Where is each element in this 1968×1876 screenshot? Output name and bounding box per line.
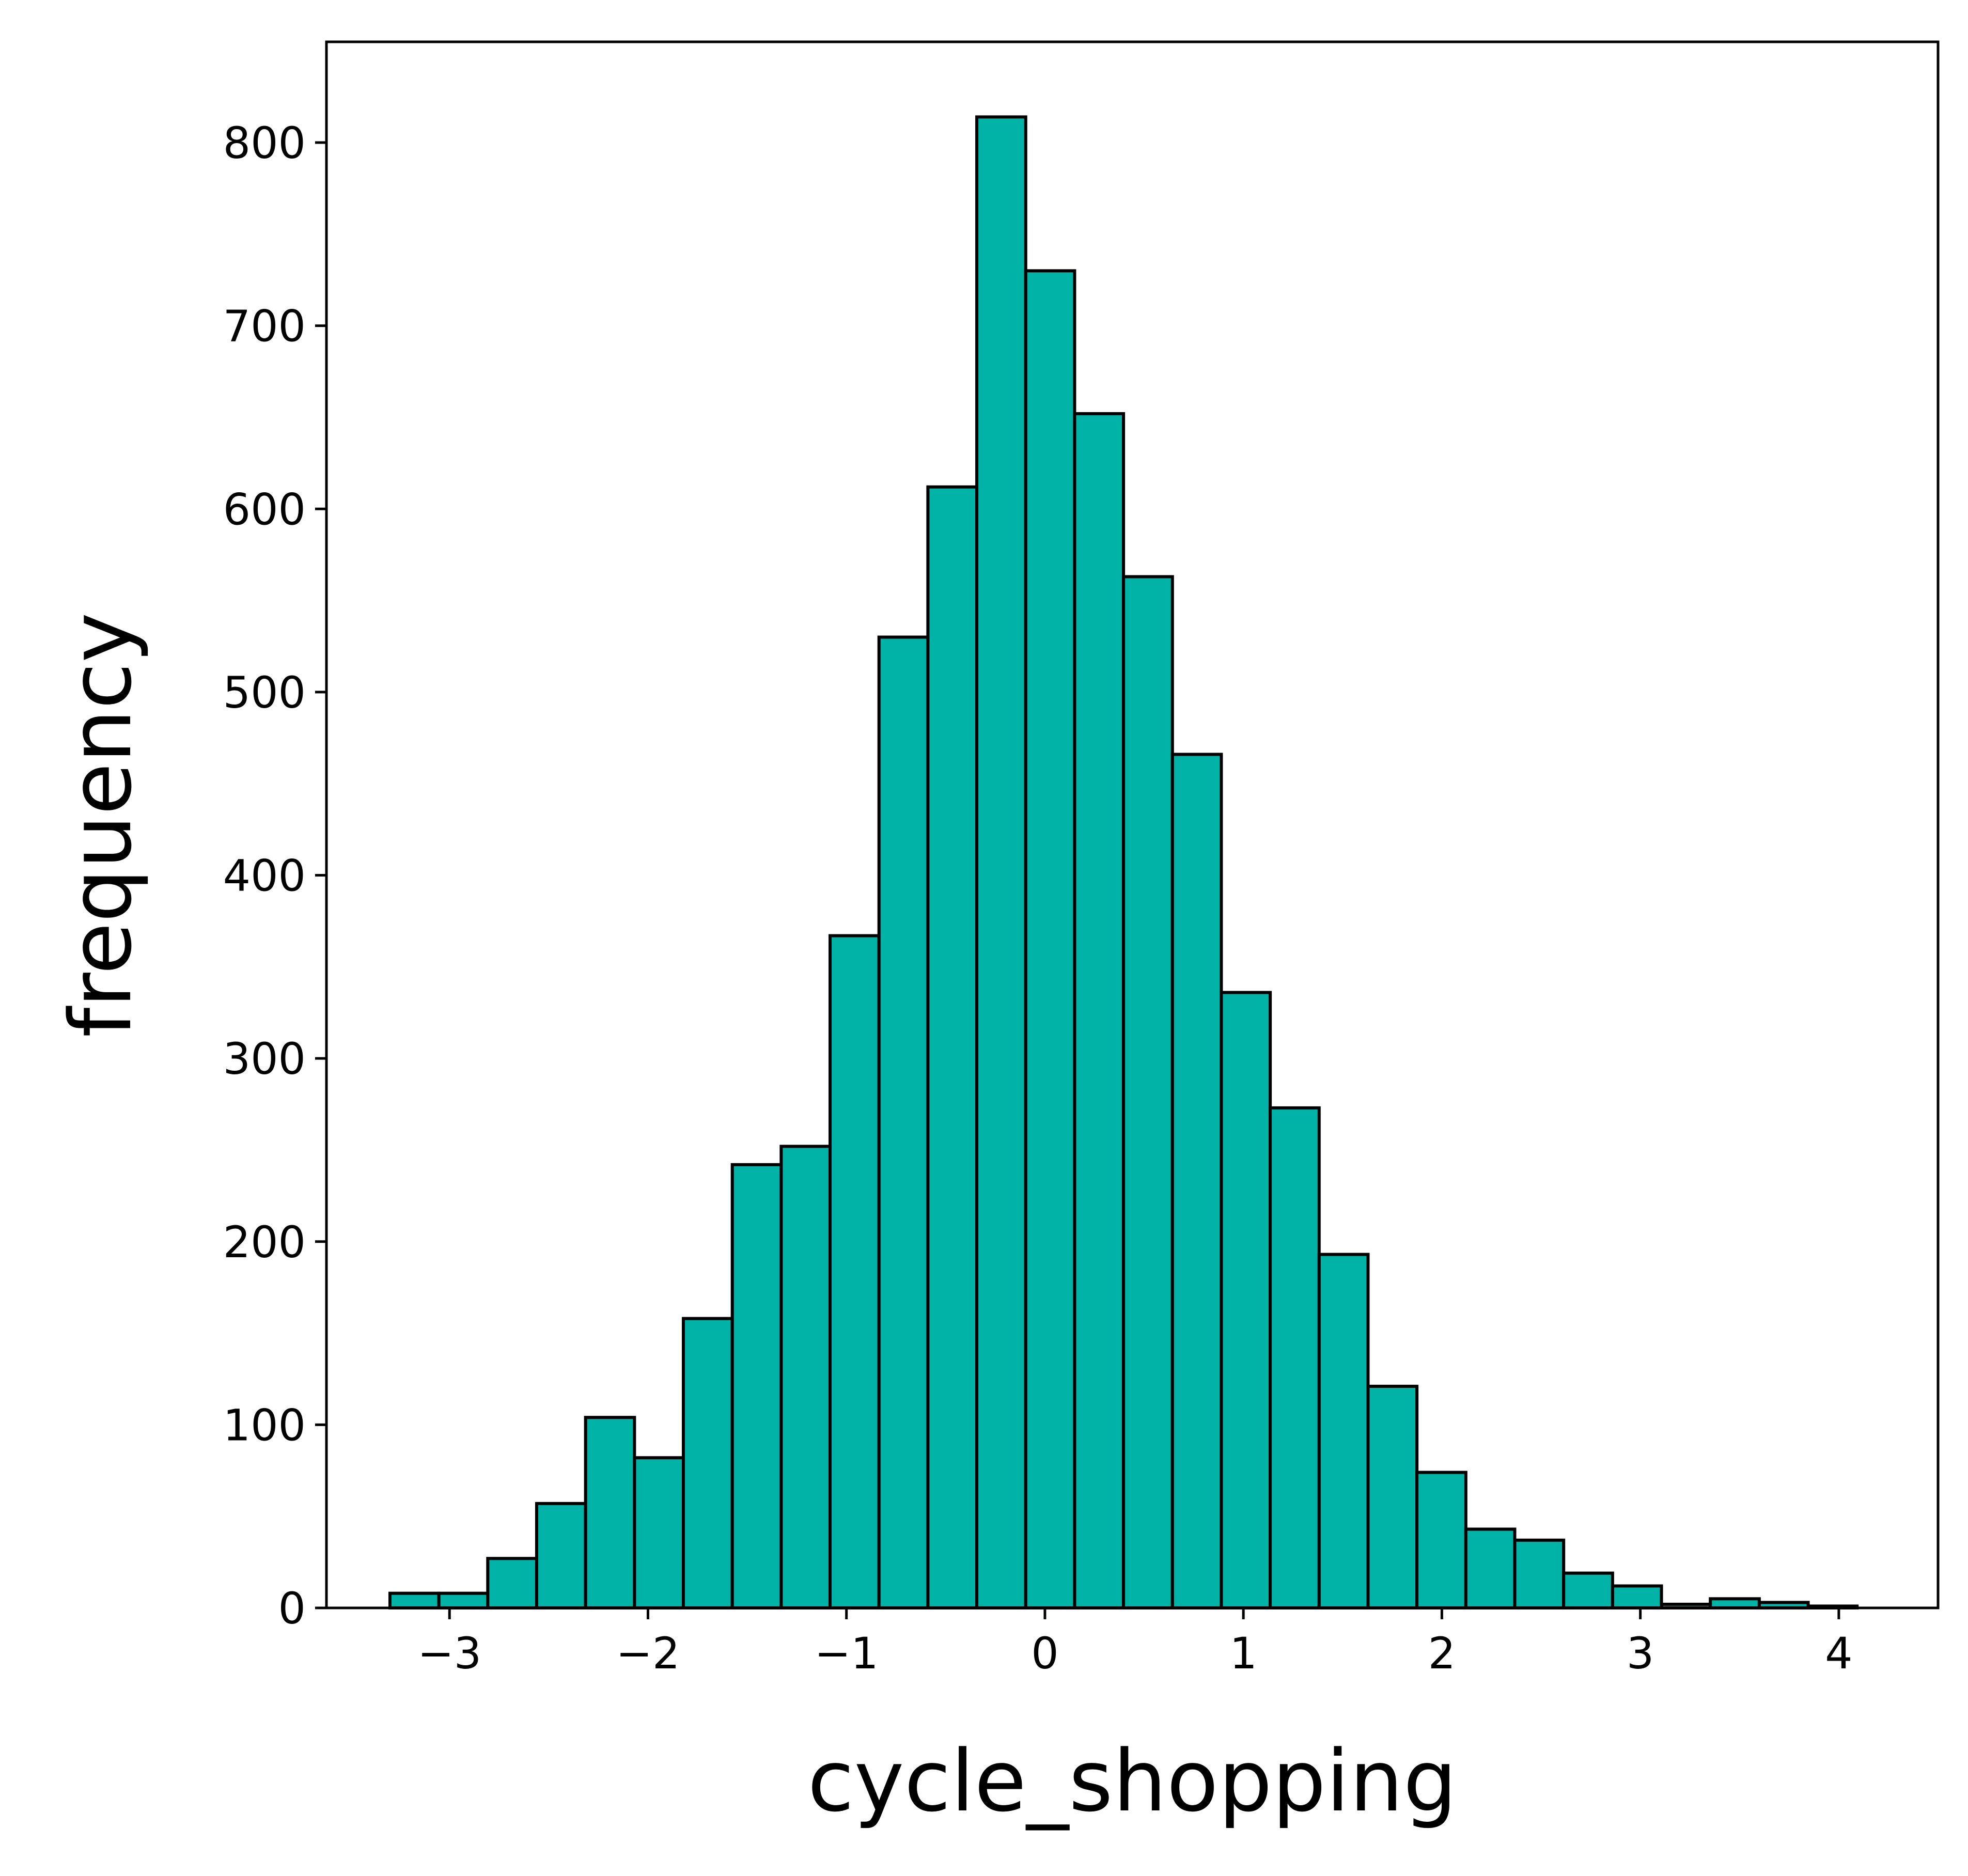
histogram-bar [486,1557,538,1610]
histogram-bar [1611,1584,1663,1609]
y-tick-label: 0 [278,1583,306,1634]
histogram-bar [1024,269,1076,1609]
histogram-bar [975,115,1027,1610]
x-tick-label: −2 [616,1628,680,1679]
x-tick-label: 3 [1627,1628,1654,1679]
histogram-bar [1317,1253,1370,1610]
histogram-bar [535,1502,587,1610]
y-tick-label: 600 [223,484,306,535]
histogram-bar [779,1145,832,1609]
x-axis-label: cycle_shopping [807,1732,1457,1831]
histogram-bar [1513,1538,1566,1609]
y-tick-label: 500 [223,667,306,718]
y-tick-label: 800 [223,118,306,168]
x-tick-label: 2 [1428,1628,1456,1679]
histogram-bar [1122,575,1174,1609]
y-tick-label: 200 [223,1217,306,1268]
histogram-bar [1220,991,1272,1609]
histogram-bar [1709,1597,1761,1610]
plot-frame [325,40,1940,1609]
histogram-bar [682,1317,734,1610]
y-tick-label: 400 [223,851,306,901]
histogram-bar [584,1416,636,1609]
x-tick-label: −3 [417,1628,481,1679]
x-tick-label: 1 [1229,1628,1257,1679]
x-tick-label: −1 [815,1628,879,1679]
histogram-bar [388,1591,441,1609]
histogram-bar [1269,1106,1321,1609]
histogram-bar [1073,412,1126,1609]
x-tick-label: 4 [1825,1628,1852,1679]
histogram-bar [926,485,979,1609]
histogram-bar [829,934,881,1609]
y-axis-ticks: 0 100 200 300 400 500 600 700 800 [223,118,326,1634]
y-tick-label: 700 [223,301,306,352]
y-axis-label: frequency [52,613,150,1038]
histogram-bar [1366,1384,1419,1609]
histogram-bar [1170,753,1223,1609]
bars-group [388,115,1859,1610]
histogram-bar [437,1591,490,1609]
y-tick-label: 300 [223,1034,306,1084]
histogram-bar [730,1163,783,1609]
histogram-bar [633,1456,685,1609]
histogram-bar [1415,1471,1467,1609]
histogram-bar [1562,1571,1614,1610]
x-axis-ticks: −3 −2 −1 0 1 2 3 4 [417,1608,1853,1679]
histogram-bar [877,635,930,1609]
x-tick-label: 0 [1031,1628,1058,1679]
y-tick-label: 100 [223,1400,306,1450]
histogram-bar [1464,1527,1517,1609]
